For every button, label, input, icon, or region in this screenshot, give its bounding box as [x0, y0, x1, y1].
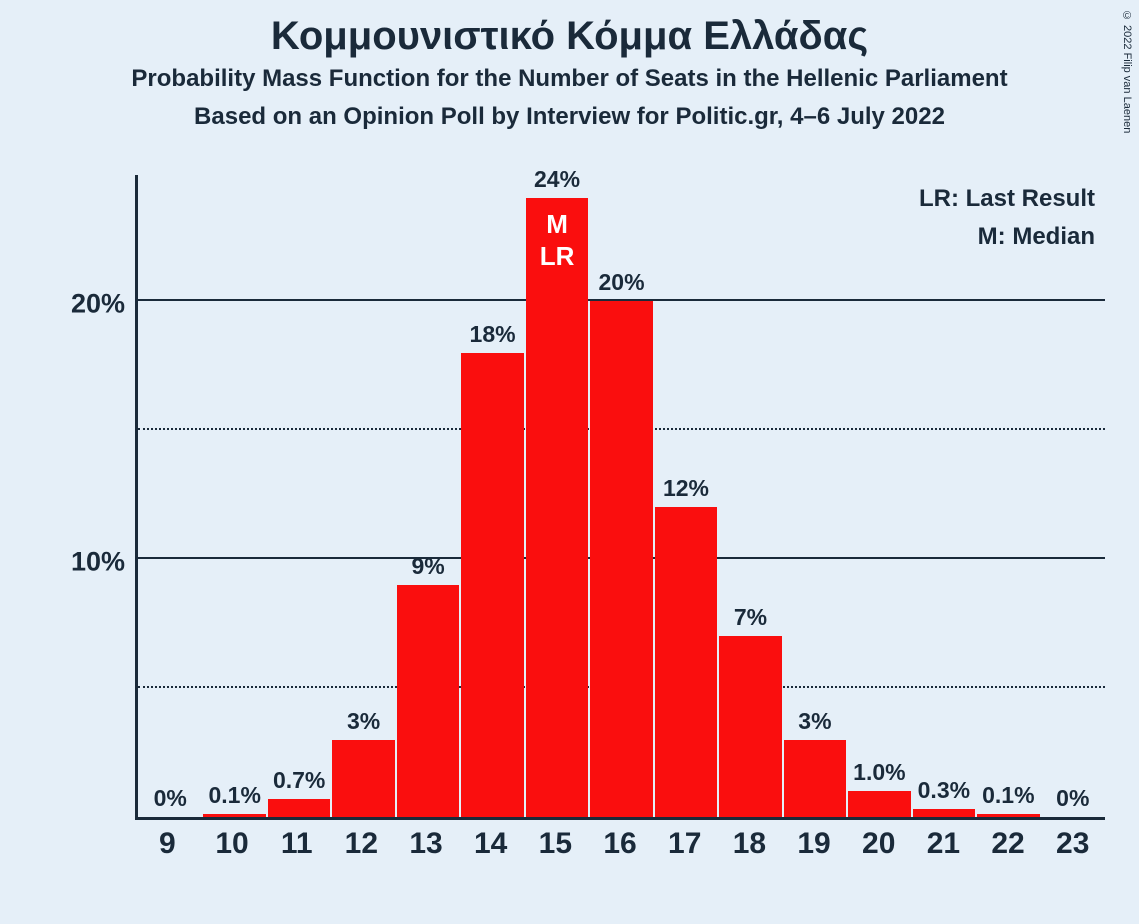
x-axis-label: 19	[782, 827, 847, 861]
x-axis-label: 23	[1040, 827, 1105, 861]
bar-slot: 9%	[396, 175, 460, 817]
x-axis-label: 15	[523, 827, 588, 861]
bar-slot: 3%	[783, 175, 847, 817]
bar-value-label: 1.0%	[847, 759, 911, 786]
bar-slot: 20%	[589, 175, 653, 817]
bar-slot: 7%	[718, 175, 782, 817]
bar-slot: 1.0%	[847, 175, 911, 817]
bar	[268, 799, 330, 817]
bar-slot: 0%	[1041, 175, 1105, 817]
plot-area: 0%0.1%0.7%3%9%18%24%MLR20%12%7%3%1.0%0.3…	[135, 175, 1105, 820]
x-axis-label: 21	[911, 827, 976, 861]
bar-value-label: 0.1%	[202, 782, 266, 809]
x-axis-label: 20	[846, 827, 911, 861]
bar-value-label: 3%	[783, 708, 847, 735]
bar-slot: 3%	[331, 175, 395, 817]
bar-value-label: 0%	[138, 785, 202, 812]
chart-subtitle-2: Based on an Opinion Poll by Interview fo…	[0, 103, 1139, 131]
bar-value-label: 3%	[331, 708, 395, 735]
bar	[977, 814, 1039, 817]
chart-container: 0%0.1%0.7%3%9%18%24%MLR20%12%7%3%1.0%0.3…	[40, 175, 1105, 870]
bar-slot: 0.3%	[912, 175, 976, 817]
x-axis-label: 17	[652, 827, 717, 861]
bar	[203, 814, 265, 817]
bar	[719, 636, 781, 817]
bar	[784, 740, 846, 817]
bars-group: 0%0.1%0.7%3%9%18%24%MLR20%12%7%3%1.0%0.3…	[138, 175, 1105, 817]
bar-slot: 0.1%	[976, 175, 1040, 817]
chart-header: Κομμουνιστικό Κόμμα Ελλάδας Probability …	[0, 0, 1139, 131]
bar-value-label: 7%	[718, 604, 782, 631]
copyright-text: © 2022 Filip van Laenen	[1121, 10, 1133, 133]
x-axis-label: 9	[135, 827, 200, 861]
bar	[397, 585, 459, 817]
bar	[655, 507, 717, 817]
bar-slot: 0.7%	[267, 175, 331, 817]
bar-value-label: 20%	[589, 269, 653, 296]
x-axis-labels: 91011121314151617181920212223	[135, 827, 1105, 861]
bar-value-label: 9%	[396, 553, 460, 580]
x-axis-label: 11	[264, 827, 329, 861]
x-axis-label: 14	[458, 827, 523, 861]
bar	[848, 791, 910, 817]
bar	[913, 809, 975, 817]
y-axis-label: 10%	[71, 547, 125, 578]
x-axis-label: 22	[976, 827, 1041, 861]
x-axis-label: 10	[200, 827, 265, 861]
bar-slot: 24%MLR	[525, 175, 589, 817]
x-axis-label: 13	[394, 827, 459, 861]
chart-subtitle-1: Probability Mass Function for the Number…	[0, 65, 1139, 93]
bar-slot: 0.1%	[202, 175, 266, 817]
bar	[590, 301, 652, 817]
bar-value-label: 24%	[525, 166, 589, 193]
bar	[461, 353, 523, 817]
bar-value-label: 0%	[1041, 785, 1105, 812]
bar-slot: 18%	[460, 175, 524, 817]
y-axis-label: 20%	[71, 289, 125, 320]
x-axis-label: 18	[717, 827, 782, 861]
x-axis-label: 12	[329, 827, 394, 861]
bar-value-label: 0.7%	[267, 767, 331, 794]
bar-annotation-median-lr: MLR	[525, 208, 589, 273]
bar	[526, 198, 588, 817]
chart-title: Κομμουνιστικό Κόμμα Ελλάδας	[0, 14, 1139, 59]
bar-slot: 12%	[654, 175, 718, 817]
bar-value-label: 18%	[460, 321, 524, 348]
bar-slot: 0%	[138, 175, 202, 817]
bar-value-label: 0.1%	[976, 782, 1040, 809]
x-axis-label: 16	[588, 827, 653, 861]
bar-value-label: 12%	[654, 475, 718, 502]
bar	[332, 740, 394, 817]
bar-value-label: 0.3%	[912, 777, 976, 804]
